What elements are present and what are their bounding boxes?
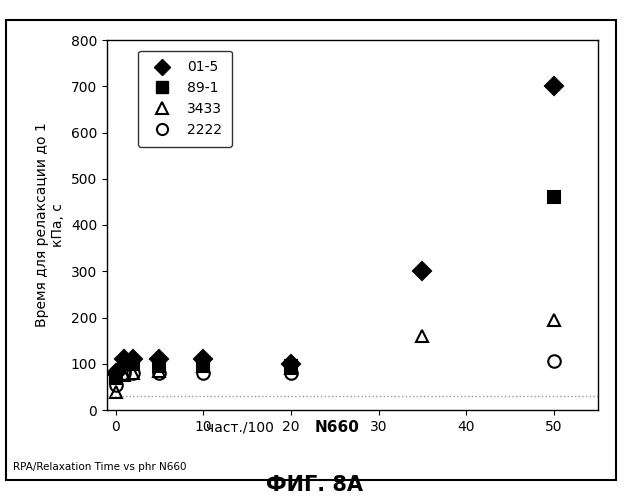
Legend: 01-5, 89-1, 3433, 2222: 01-5, 89-1, 3433, 2222 xyxy=(138,50,231,147)
Text: RPA/Relaxation Time vs phr N660: RPA/Relaxation Time vs phr N660 xyxy=(13,462,186,472)
Y-axis label: Время для релаксации до 1
кПа, с: Время для релаксации до 1 кПа, с xyxy=(35,122,65,328)
Text: ФИГ. 8А: ФИГ. 8А xyxy=(266,475,363,495)
Text: част./100: част./100 xyxy=(206,420,274,434)
Text: N660: N660 xyxy=(314,420,359,435)
